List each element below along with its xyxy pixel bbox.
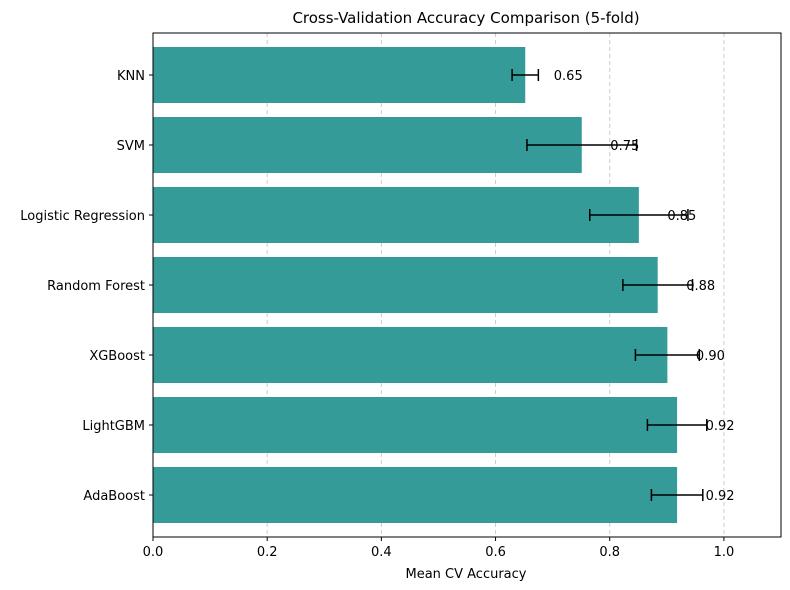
bar-xgboost <box>153 327 668 383</box>
data-label-lightgbm: 0.92 <box>706 419 735 434</box>
data-labels-group: 0.65 0.75 0.85 0.88 0.90 0.92 0.92 <box>554 69 735 504</box>
x-tick-label-5: 1.0 <box>714 545 735 560</box>
data-label-random-forest: 0.88 <box>686 279 715 294</box>
errorbar-svm <box>526 139 638 151</box>
x-tick-label-0: 0.0 <box>143 545 164 560</box>
y-tick-label-adaboost: AdaBoost <box>83 489 145 504</box>
errorbar-adaboost <box>650 489 704 501</box>
errorbar-knn <box>511 69 540 81</box>
data-label-logistic-regression: 0.85 <box>667 209 696 224</box>
data-label-knn: 0.65 <box>554 69 583 84</box>
data-label-svm: 0.75 <box>610 139 639 154</box>
y-tick-label-random-forest: Random Forest <box>47 279 145 294</box>
bar-random-forest <box>153 257 658 313</box>
bar-lightgbm <box>153 397 678 453</box>
x-axis-ticks: 0.0 0.2 0.4 0.6 0.8 1.0 <box>143 537 735 560</box>
y-tick-label-svm: SVM <box>117 139 145 154</box>
x-tick-label-4: 0.8 <box>599 545 620 560</box>
x-axis-label: Mean CV Accuracy <box>405 567 526 582</box>
bar-logistic-regression <box>153 187 639 243</box>
x-tick-label-1: 0.2 <box>257 545 278 560</box>
y-tick-label-knn: KNN <box>117 69 145 84</box>
y-axis-ticks: KNN SVM Logistic Regression Random Forest XG… <box>20 69 153 504</box>
bars-group <box>153 47 678 523</box>
y-tick-label-logistic-regression: Logistic Regression <box>20 209 145 224</box>
y-tick-label-xgboost: XGBoost <box>89 349 145 364</box>
errorbar-lightgbm <box>646 419 708 431</box>
bar-knn <box>153 47 526 103</box>
chart-title: Cross-Validation Accuracy Comparison (5-… <box>292 9 639 27</box>
x-tick-label-2: 0.4 <box>371 545 392 560</box>
errorbar-random-forest <box>622 279 694 291</box>
errorbar-xgboost <box>634 349 701 361</box>
data-label-xgboost: 0.90 <box>696 349 725 364</box>
bar-adaboost <box>153 467 678 523</box>
errorbar-logistic-regression <box>588 209 689 221</box>
data-label-adaboost: 0.92 <box>706 489 735 504</box>
errorbars-group <box>511 69 708 501</box>
x-tick-label-3: 0.6 <box>485 545 506 560</box>
y-tick-label-lightgbm: LightGBM <box>82 419 145 434</box>
bar-svm <box>153 117 582 173</box>
